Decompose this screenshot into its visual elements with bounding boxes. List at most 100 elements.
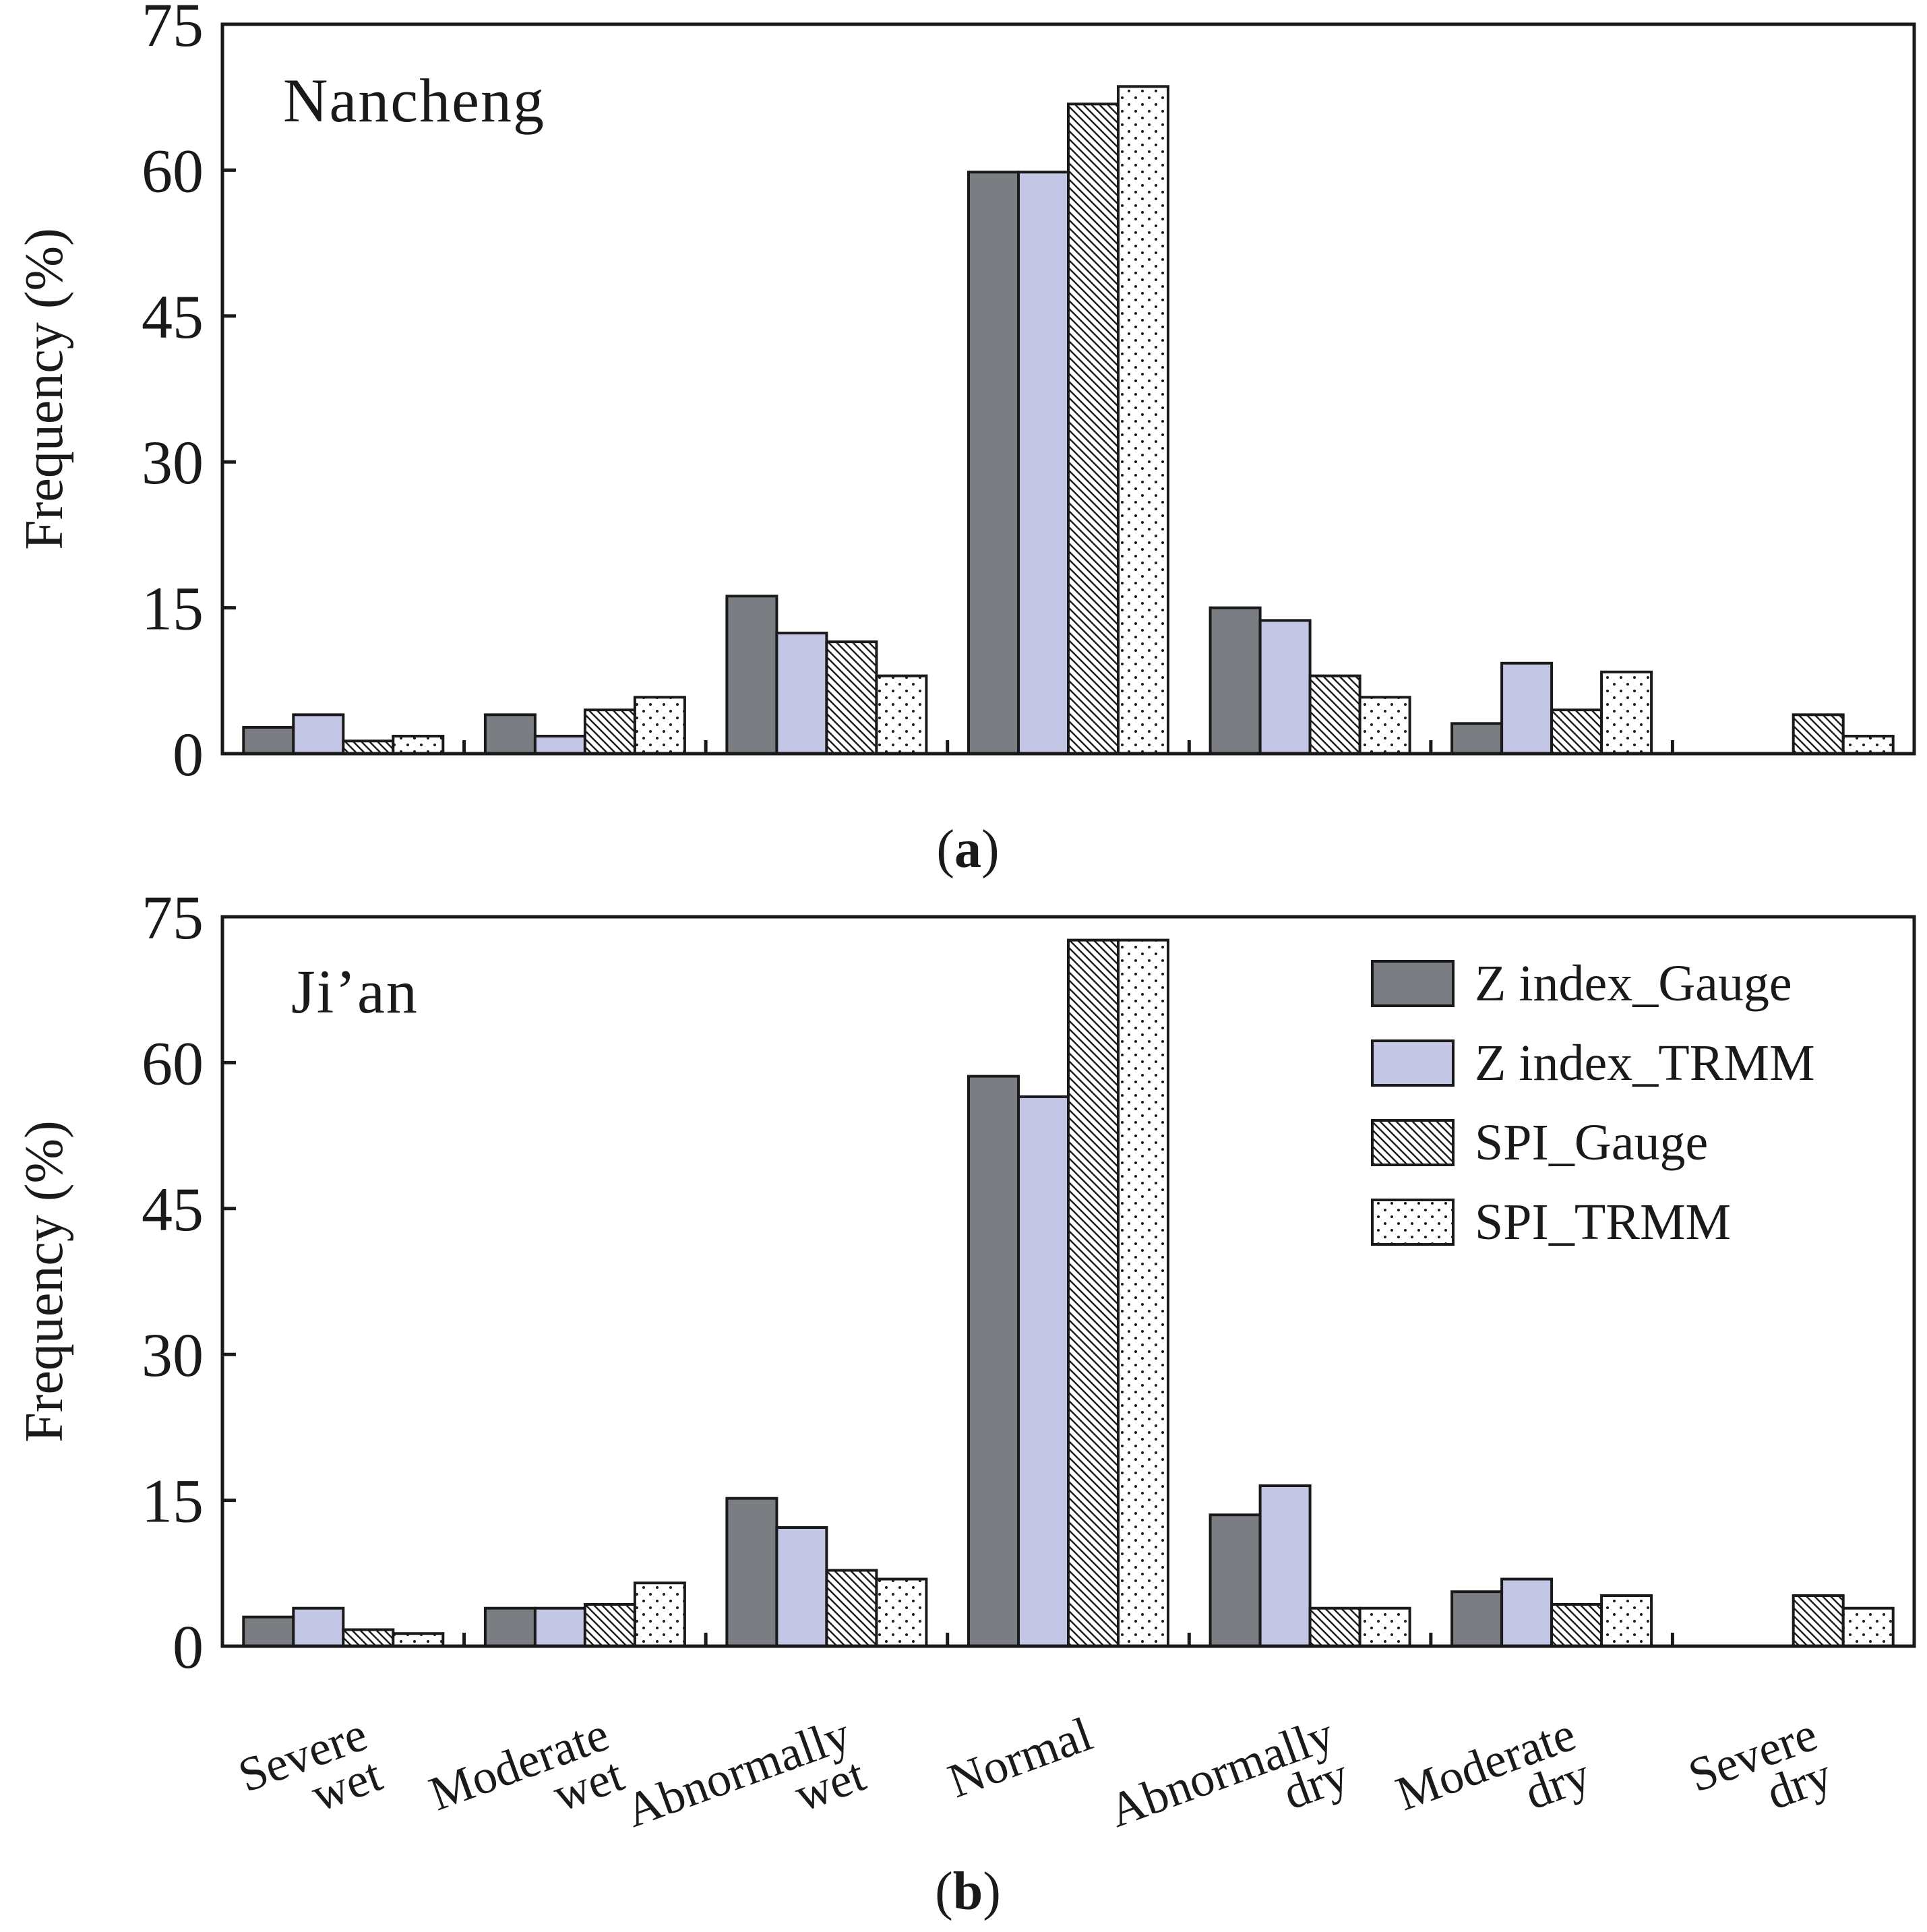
category-label-2: Abnormallywet xyxy=(619,1707,872,1878)
bar-a-normal-z-index-gauge xyxy=(967,171,1020,756)
bar-b-moderate-wet-z-index-gauge xyxy=(483,1606,537,1648)
legend: Z index_Gauge Z index_TRMM SPI_Gauge SPI_TR… xyxy=(1371,955,1815,1250)
bar-a-moderate-wet-spi-gauge xyxy=(583,708,636,755)
bar-b-abnormally-wet-z-index-trmm xyxy=(775,1526,828,1648)
bar-a-abnormally-dry-z-index-gauge xyxy=(1209,606,1262,755)
legend-label-spi-gauge: SPI_Gauge xyxy=(1475,1114,1708,1171)
bar-b-abnormally-dry-z-index-gauge xyxy=(1209,1513,1262,1648)
bar-a-moderate-wet-spi-trmm xyxy=(633,696,686,756)
bar-b-severe-wet-spi-gauge xyxy=(342,1628,395,1648)
bar-a-normal-spi-trmm xyxy=(1117,85,1169,756)
legend-swatch-spi-gauge xyxy=(1371,1119,1455,1166)
bar-a-abnormally-wet-spi-gauge xyxy=(825,640,878,755)
panel-b-axes-frame xyxy=(220,915,1916,1648)
category-label-text-3: Normal xyxy=(941,1707,1099,1808)
y-tick-label-a-30: 30 xyxy=(142,428,204,497)
bar-a-abnormally-dry-spi-gauge xyxy=(1308,674,1362,755)
bar-a-normal-z-index-trmm xyxy=(1017,171,1070,756)
bar-a-moderate-dry-spi-gauge xyxy=(1550,708,1603,755)
bar-b-severe-wet-z-index-trmm xyxy=(292,1606,345,1648)
y-tick-label-a-60: 60 xyxy=(142,136,204,205)
bar-a-abnormally-wet-spi-trmm xyxy=(875,674,928,755)
bar-b-abnormally-wet-spi-gauge xyxy=(825,1569,878,1648)
bar-b-abnormally-dry-z-index-trmm xyxy=(1258,1484,1312,1648)
bar-b-moderate-dry-spi-gauge xyxy=(1550,1603,1603,1648)
panel-a-caption: (a) xyxy=(936,820,999,879)
legend-label-z-index-gauge: Z index_Gauge xyxy=(1475,955,1792,1012)
panel-a-station-label: Nancheng xyxy=(283,66,545,135)
bar-a-normal-spi-gauge xyxy=(1067,102,1120,756)
bar-a-abnormally-dry-spi-trmm xyxy=(1358,696,1411,756)
category-label-text-0: Severewet xyxy=(231,1707,388,1843)
bar-a-moderate-wet-z-index-trmm xyxy=(533,735,586,755)
panel-a-ticks: 0 15 30 45 60 75 xyxy=(142,0,1674,789)
bar-a-moderate-dry-z-index-trmm xyxy=(1500,661,1554,755)
category-label-text-5: Moderatedry xyxy=(1389,1707,1597,1862)
panel-b-station-label: Ji’an xyxy=(291,957,419,1026)
panel-a-bars xyxy=(242,85,1895,756)
bar-b-moderate-dry-z-index-trmm xyxy=(1500,1577,1554,1648)
bar-b-moderate-wet-spi-gauge xyxy=(583,1603,636,1648)
panel-b-ticks: 0 15 30 45 60 75 xyxy=(142,883,1674,1681)
category-label-3: Normal xyxy=(941,1707,1099,1808)
category-label-text-6: Severedry xyxy=(1682,1707,1839,1843)
y-tick-label-b-60: 60 xyxy=(142,1029,204,1097)
category-label-text-2: Abnormallywet xyxy=(619,1707,872,1878)
y-tick-label-b-75: 75 xyxy=(142,883,204,952)
panel-a: 0 15 30 45 60 75 Nancheng Frequency (%) (a) xyxy=(15,0,1916,879)
bar-a-moderate-wet-z-index-gauge xyxy=(483,713,537,756)
bar-a-moderate-dry-z-index-gauge xyxy=(1450,722,1504,756)
y-tick-label-b-45: 45 xyxy=(142,1175,204,1244)
bar-a-severe-dry-spi-gauge xyxy=(1792,713,1845,756)
bar-b-moderate-dry-spi-trmm xyxy=(1600,1594,1653,1648)
y-tick-label-b-30: 30 xyxy=(142,1321,204,1389)
bar-b-severe-dry-spi-trmm xyxy=(1841,1606,1895,1648)
bar-b-normal-spi-trmm xyxy=(1117,938,1169,1648)
category-label-text-1: Moderatewet xyxy=(423,1707,630,1862)
bar-a-severe-wet-spi-gauge xyxy=(342,739,395,755)
legend-label-z-index-trmm: Z index_TRMM xyxy=(1475,1035,1815,1091)
bar-b-normal-spi-gauge xyxy=(1067,938,1120,1648)
category-label-0: Severewet xyxy=(231,1707,388,1843)
y-tick-label-a-0: 0 xyxy=(173,720,204,789)
bar-b-severe-wet-spi-trmm xyxy=(392,1632,445,1648)
bar-a-severe-wet-z-index-gauge xyxy=(242,726,295,755)
y-tick-label-b-15: 15 xyxy=(142,1467,204,1536)
y-tick-label-a-75: 75 xyxy=(142,0,204,59)
bar-b-abnormally-wet-z-index-gauge xyxy=(725,1497,778,1648)
y-tick-label-a-45: 45 xyxy=(142,282,204,351)
bar-b-normal-z-index-trmm xyxy=(1017,1095,1070,1648)
y-tick-label-b-0: 0 xyxy=(173,1612,204,1681)
bar-a-abnormally-wet-z-index-gauge xyxy=(725,595,778,755)
legend-swatch-z-index-trmm xyxy=(1371,1039,1455,1087)
bar-b-moderate-wet-z-index-trmm xyxy=(533,1606,586,1648)
bar-a-abnormally-dry-z-index-trmm xyxy=(1258,619,1312,756)
panel-b: 0 15 30 45 60 75 Ji’an Frequency (%) Z index_… xyxy=(15,883,1916,1921)
legend-swatch-spi-trmm xyxy=(1371,1199,1455,1246)
bar-b-severe-wet-z-index-gauge xyxy=(242,1615,295,1648)
bar-a-severe-wet-spi-trmm xyxy=(392,735,445,755)
panel-a-axes-frame xyxy=(220,22,1916,756)
bar-a-severe-dry-spi-trmm xyxy=(1841,735,1895,755)
bar-a-moderate-dry-spi-trmm xyxy=(1600,670,1653,755)
legend-swatch-z-index-gauge xyxy=(1371,960,1455,1007)
bar-b-moderate-wet-spi-trmm xyxy=(633,1581,686,1648)
category-label-1: Moderatewet xyxy=(423,1707,630,1862)
bar-b-severe-dry-spi-gauge xyxy=(1792,1594,1845,1648)
bar-a-severe-wet-z-index-trmm xyxy=(292,713,345,756)
panel-a-y-axis-label: Frequency (%) xyxy=(15,228,74,550)
bar-b-normal-z-index-gauge xyxy=(967,1075,1020,1648)
bar-b-abnormally-wet-spi-trmm xyxy=(875,1577,928,1648)
y-tick-label-a-15: 15 xyxy=(142,574,204,643)
category-label-6: Severedry xyxy=(1682,1707,1839,1843)
panel-b-caption: (b) xyxy=(935,1862,1001,1921)
category-label-4: Abnormallydry xyxy=(1102,1707,1355,1878)
bar-a-abnormally-wet-z-index-trmm xyxy=(775,632,828,755)
legend-label-spi-trmm: SPI_TRMM xyxy=(1475,1194,1731,1250)
category-label-5: Moderatedry xyxy=(1389,1707,1597,1862)
bar-b-abnormally-dry-spi-gauge xyxy=(1308,1606,1362,1648)
category-label-text-4: Abnormallydry xyxy=(1102,1707,1355,1878)
bar-b-moderate-dry-z-index-gauge xyxy=(1450,1590,1504,1648)
bar-b-abnormally-dry-spi-trmm xyxy=(1358,1606,1411,1648)
